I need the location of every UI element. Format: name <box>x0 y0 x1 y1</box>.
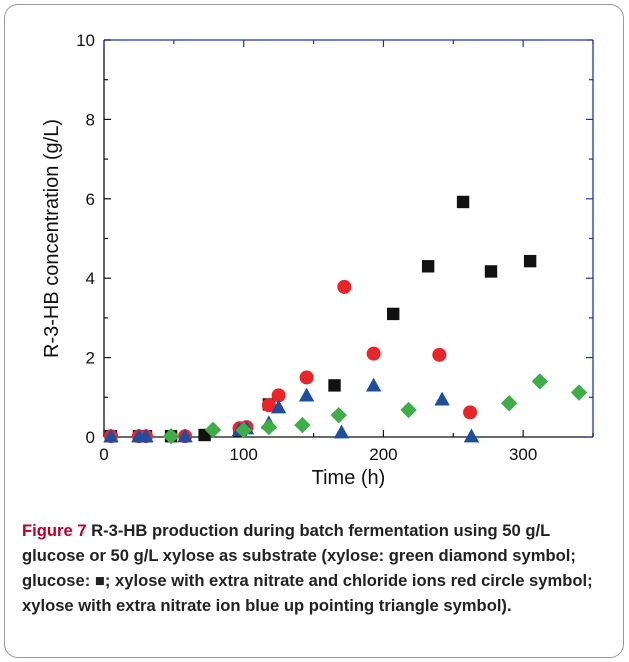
data-points <box>103 195 588 445</box>
diamond-point <box>330 406 347 424</box>
triangle-point <box>103 428 119 443</box>
triangle-point <box>177 428 193 443</box>
triangle-point <box>298 387 315 402</box>
diamond-point <box>260 418 278 436</box>
square-point <box>328 379 341 392</box>
square-point <box>484 265 498 278</box>
y-tick-label: 8 <box>86 110 95 129</box>
triangle-point <box>138 428 154 443</box>
y-axis-label: R-3-HB concentration (g/L) <box>41 119 63 358</box>
square-point <box>523 254 537 268</box>
diamond-point <box>162 428 180 445</box>
y-tick-label: 6 <box>86 190 95 209</box>
y-tick-label: 2 <box>86 349 95 368</box>
diamond-point <box>500 395 518 412</box>
diamond-point <box>531 373 549 390</box>
circle-point <box>337 279 352 294</box>
x-tick-label: 0 <box>99 445 108 464</box>
circle-point <box>261 398 276 413</box>
circle-point <box>432 347 447 362</box>
diamond-point <box>235 422 252 439</box>
x-tick-label: 100 <box>230 445 258 464</box>
triangle-point <box>463 428 480 443</box>
triangle-point <box>434 391 450 406</box>
diamond-point <box>204 421 222 439</box>
square-point <box>456 195 470 209</box>
circle-point <box>271 388 286 403</box>
figure-caption: Figure 7 R-3-HB production during batch … <box>22 518 612 618</box>
figure-frame <box>4 4 624 658</box>
caption-label: Figure 7 <box>22 521 87 540</box>
ticks: 0 100 200 300 0 2 4 6 8 10 <box>76 31 594 464</box>
circle-point <box>366 346 381 361</box>
diamond-point <box>570 384 588 401</box>
x-tick-label: 200 <box>369 445 397 464</box>
triangle-point <box>365 377 382 392</box>
square-point <box>387 307 400 321</box>
x-tick-label: 300 <box>509 445 537 464</box>
y-tick-label: 4 <box>86 269 95 288</box>
diamond-point <box>400 401 417 419</box>
triangle-point <box>270 399 287 414</box>
y-tick-label: 0 <box>86 428 95 447</box>
triangle-point <box>333 424 350 439</box>
circle-point <box>299 370 314 385</box>
scatter-chart: 0 100 200 300 0 2 4 6 8 10 Time (h) R-3-HB concen… <box>41 31 594 489</box>
caption-text: R-3-HB production during batch fermentat… <box>22 521 593 615</box>
diamond-point <box>294 416 311 434</box>
y-tick-label: 10 <box>76 31 95 50</box>
square-point <box>421 260 435 273</box>
x-axis-label: Time (h) <box>312 467 386 489</box>
circle-point <box>463 405 478 420</box>
axes <box>103 39 594 438</box>
